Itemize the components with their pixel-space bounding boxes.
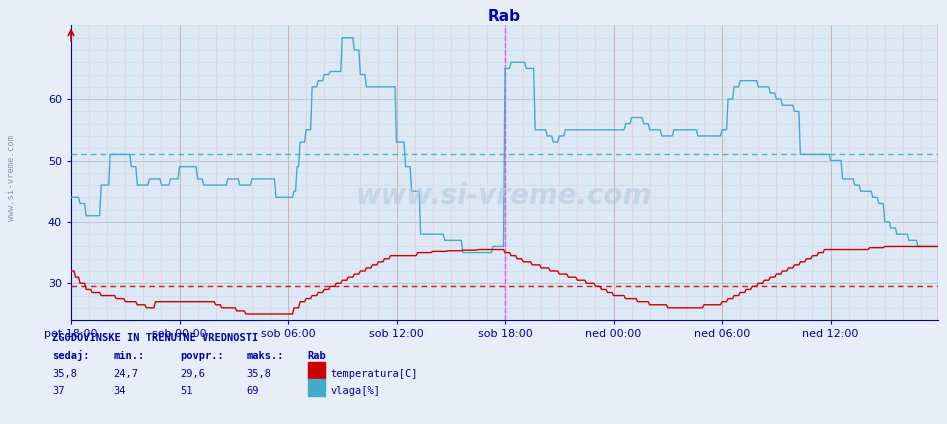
Text: 69: 69: [246, 386, 259, 396]
Text: min.:: min.:: [114, 351, 145, 361]
Text: sedaj:: sedaj:: [52, 350, 90, 361]
Text: vlaga[%]: vlaga[%]: [331, 386, 381, 396]
Title: Rab: Rab: [488, 9, 521, 24]
Text: 35,8: 35,8: [246, 368, 271, 379]
Text: 34: 34: [114, 386, 126, 396]
Text: maks.:: maks.:: [246, 351, 284, 361]
Text: temperatura[C]: temperatura[C]: [331, 368, 418, 379]
Text: Rab: Rab: [308, 351, 327, 361]
Text: www.si-vreme.com: www.si-vreme.com: [356, 182, 652, 210]
Text: 35,8: 35,8: [52, 368, 77, 379]
Text: 24,7: 24,7: [114, 368, 138, 379]
Text: ZGODOVINSKE IN TRENUTNE VREDNOSTI: ZGODOVINSKE IN TRENUTNE VREDNOSTI: [52, 333, 259, 343]
Text: www.si-vreme.com: www.si-vreme.com: [7, 135, 16, 221]
Text: povpr.:: povpr.:: [180, 351, 223, 361]
Text: 29,6: 29,6: [180, 368, 205, 379]
Text: 51: 51: [180, 386, 192, 396]
Text: 37: 37: [52, 386, 64, 396]
